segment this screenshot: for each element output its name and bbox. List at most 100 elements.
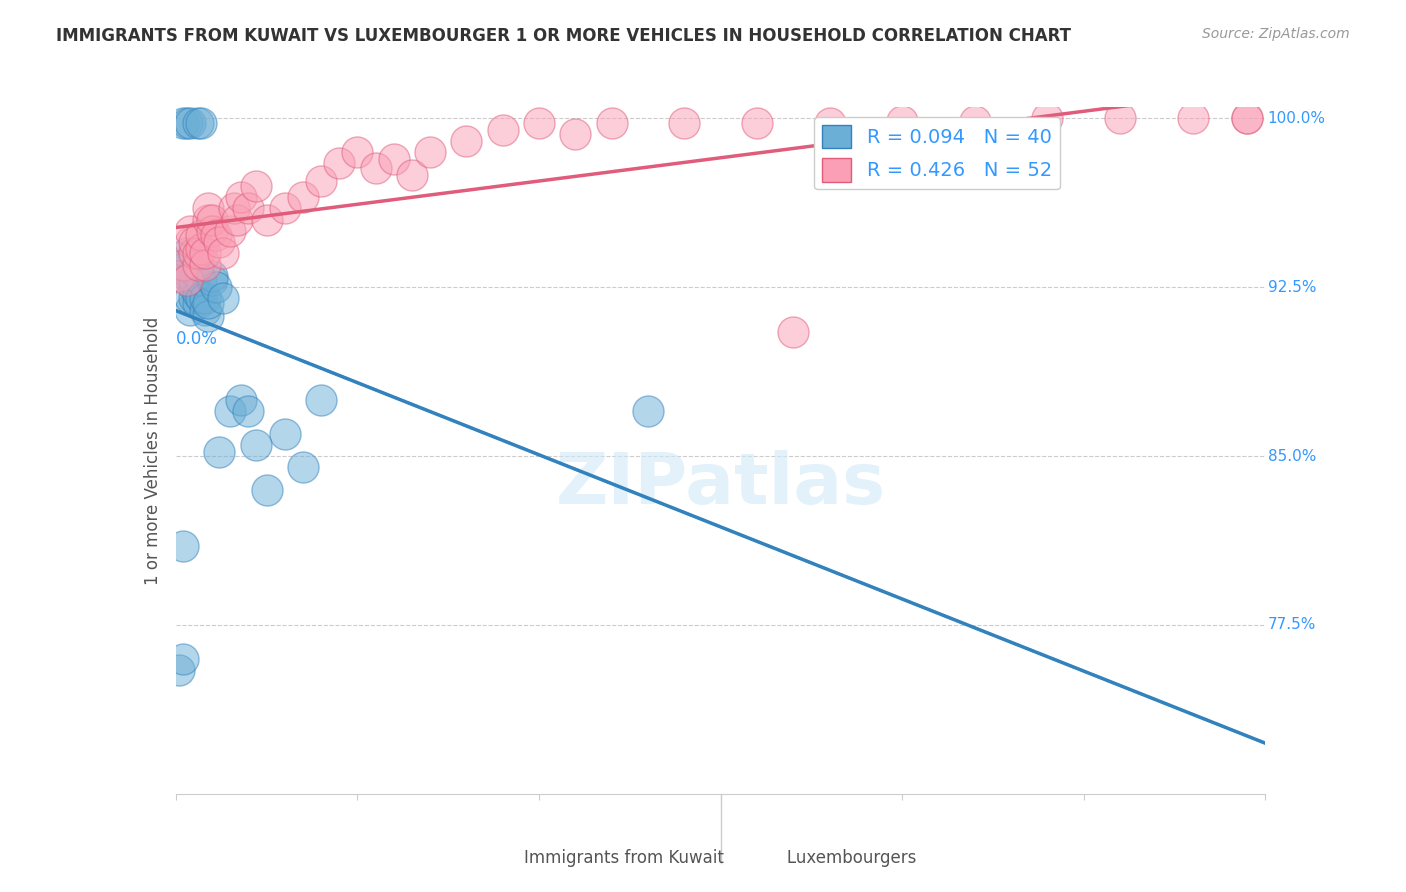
Point [179, 302, 201, 317]
Y-axis label: 1 or more Vehicles in Household: 1 or more Vehicles in Household [143, 317, 162, 584]
Point [172, 258, 194, 272]
Point [208, 444, 231, 458]
Point [328, 156, 350, 170]
Point [183, 264, 205, 278]
Point [564, 127, 586, 141]
Point [190, 292, 212, 306]
Point [231, 392, 253, 407]
Point [169, 268, 191, 283]
Point [963, 113, 986, 128]
Point [231, 190, 253, 204]
Point [219, 404, 242, 418]
Point [401, 168, 423, 182]
Point [179, 224, 201, 238]
Point [309, 174, 332, 188]
Text: ZIPatlas: ZIPatlas [555, 450, 886, 519]
Point [194, 292, 217, 306]
Point [201, 273, 224, 287]
Point [176, 258, 198, 272]
Point [492, 122, 515, 136]
Point [179, 268, 201, 283]
Point [197, 310, 219, 324]
Point [382, 152, 405, 166]
Point [527, 116, 550, 130]
Point [1036, 112, 1059, 126]
Point [194, 246, 217, 260]
Point [1236, 112, 1258, 126]
Point [190, 116, 212, 130]
Point [176, 246, 198, 260]
Point [212, 292, 235, 306]
Point [782, 325, 804, 339]
Point [179, 235, 201, 249]
Point [176, 268, 198, 283]
Point [309, 392, 332, 407]
Point [183, 246, 205, 260]
Text: 77.5%: 77.5% [1268, 617, 1316, 632]
Point [1181, 112, 1204, 126]
Point [238, 202, 260, 216]
Point [212, 246, 235, 260]
Point [197, 296, 219, 310]
Point [183, 235, 205, 249]
Point [346, 145, 368, 159]
Point [186, 258, 209, 272]
Point [245, 438, 267, 452]
FancyBboxPatch shape [568, 818, 595, 838]
Point [186, 287, 209, 301]
Point [186, 296, 209, 310]
Point [183, 292, 205, 306]
Point [197, 202, 219, 216]
Point [238, 404, 260, 418]
Point [179, 116, 201, 130]
Point [245, 178, 267, 193]
Point [186, 116, 209, 130]
Point [172, 116, 194, 130]
Point [194, 258, 217, 272]
Point [1236, 112, 1258, 126]
Point [176, 116, 198, 130]
Point [179, 292, 201, 306]
Point [274, 202, 297, 216]
Point [673, 116, 696, 130]
Point [419, 145, 441, 159]
Point [745, 116, 768, 130]
Point [291, 460, 314, 475]
Point [194, 302, 217, 317]
Legend: R = 0.094   N = 40, R = 0.426   N = 52: R = 0.094 N = 40, R = 0.426 N = 52 [814, 117, 1060, 189]
Text: 92.5%: 92.5% [1268, 280, 1316, 294]
Point [600, 116, 623, 130]
Point [891, 113, 914, 128]
Point [291, 190, 314, 204]
Point [190, 242, 212, 256]
Text: Immigrants from Kuwait            Luxembourgers: Immigrants from Kuwait Luxembourgers [524, 849, 917, 867]
Text: 85.0%: 85.0% [1268, 449, 1316, 464]
Point [183, 273, 205, 287]
Point [186, 246, 209, 260]
Point [172, 539, 194, 553]
Point [201, 224, 224, 238]
FancyBboxPatch shape [769, 818, 797, 838]
Point [172, 652, 194, 666]
Point [222, 202, 245, 216]
Point [226, 212, 249, 227]
Text: 100.0%: 100.0% [1268, 111, 1326, 126]
Point [204, 228, 226, 243]
Point [190, 228, 212, 243]
Point [176, 273, 198, 287]
Text: IMMIGRANTS FROM KUWAIT VS LUXEMBOURGER 1 OR MORE VEHICLES IN HOUSEHOLD CORRELATI: IMMIGRANTS FROM KUWAIT VS LUXEMBOURGER 1… [56, 27, 1071, 45]
Point [256, 212, 278, 227]
Point [637, 404, 659, 418]
Point [1109, 112, 1132, 126]
Point [201, 268, 224, 283]
Point [197, 212, 219, 227]
Point [456, 134, 478, 148]
Text: 0.0%: 0.0% [176, 330, 218, 348]
Point [169, 663, 191, 677]
Point [201, 212, 224, 227]
Point [364, 161, 387, 175]
Point [204, 280, 226, 294]
Point [274, 426, 297, 441]
Point [183, 280, 205, 294]
Point [818, 116, 841, 130]
